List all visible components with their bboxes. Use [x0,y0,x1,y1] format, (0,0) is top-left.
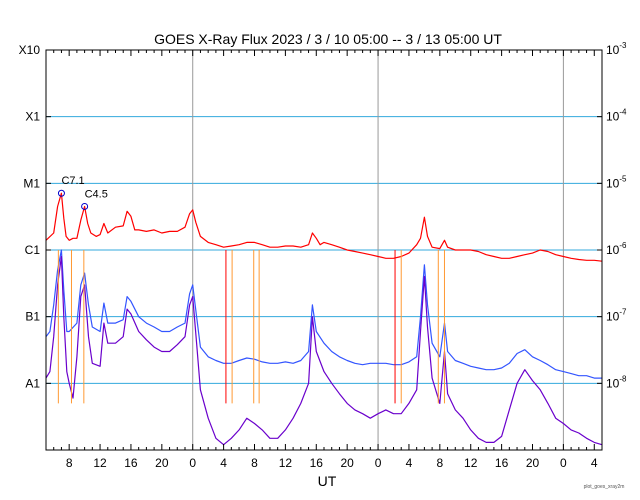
x-tick-label: 20 [155,456,169,470]
x-tick-label: 20 [340,456,354,470]
x-tick-label: 4 [591,456,598,470]
series-line-2 [45,255,603,446]
left-axis-label-C1: C1 [25,243,41,257]
x-tick-label: 12 [464,456,478,470]
x-axis-ticks: 8 12 16 20 0 4 8 12 16 20 0 4 8 12 16 20 0 4 [45,50,603,470]
x-tick-label: 16 [124,456,138,470]
x-tick-label: 8 [436,456,443,470]
right-axis-label: 10-7 [606,308,627,324]
x-tick-label: 12 [93,456,107,470]
flare-marker [81,202,89,210]
dropout-layer [57,250,445,404]
x-tick-label: 8 [251,456,258,470]
flare-marker [57,189,65,197]
flare-label: C4.5 [85,188,108,200]
left-axis-label-A1: A1 [25,376,40,390]
x-tick-label: 4 [406,456,413,470]
right-axis-exponent: -8 [619,374,627,383]
x-tick-label: 16 [310,456,324,470]
x-tick-label: 8 [66,456,73,470]
x-tick-label: 16 [495,456,509,470]
series-line-1 [45,249,602,379]
right-axis-label: 10-3 [606,41,627,57]
x-tick-label: 0 [189,456,196,470]
x-axis-label: UT [318,473,337,489]
grid-layer [46,49,602,384]
right-axis-label: 10-5 [606,174,627,190]
day-boundary-layer [192,50,564,450]
x-tick-label: 4 [220,456,227,470]
x-tick-label: 12 [279,456,293,470]
left-axis-label-B1: B1 [25,310,40,324]
right-axis-exponent: -4 [619,108,627,117]
x-tick-label: 0 [560,456,567,470]
series-line-0 [45,192,603,262]
left-axis-label-M1: M1 [23,176,40,190]
left-axis-label-X10: X10 [19,43,41,57]
flare-label: C7.1 [61,175,84,187]
footer-note: plot_goes_xray2m [584,484,625,490]
right-axis-exponent: -7 [619,308,627,317]
left-axis-labels: X10 X1 M1 C1 B1 A1 [19,43,51,390]
right-axis-label: 10-8 [606,374,627,390]
right-axis-exponent: -5 [619,174,627,183]
x-tick-label: 20 [526,456,540,470]
right-axis-label: 10-6 [606,241,627,257]
left-axis-label-X1: X1 [25,110,40,124]
right-axis-label: 10-4 [606,108,627,124]
x-tick-label: 0 [375,456,382,470]
annotation-layer: C7.1C4.5 [57,175,108,210]
series-layer [45,192,603,446]
right-axis-exponent: -3 [619,41,627,50]
right-axis-exponent: -6 [619,241,627,250]
chart-title: GOES X-Ray Flux 2023 / 3 / 10 05:00 -- 3… [154,31,502,47]
